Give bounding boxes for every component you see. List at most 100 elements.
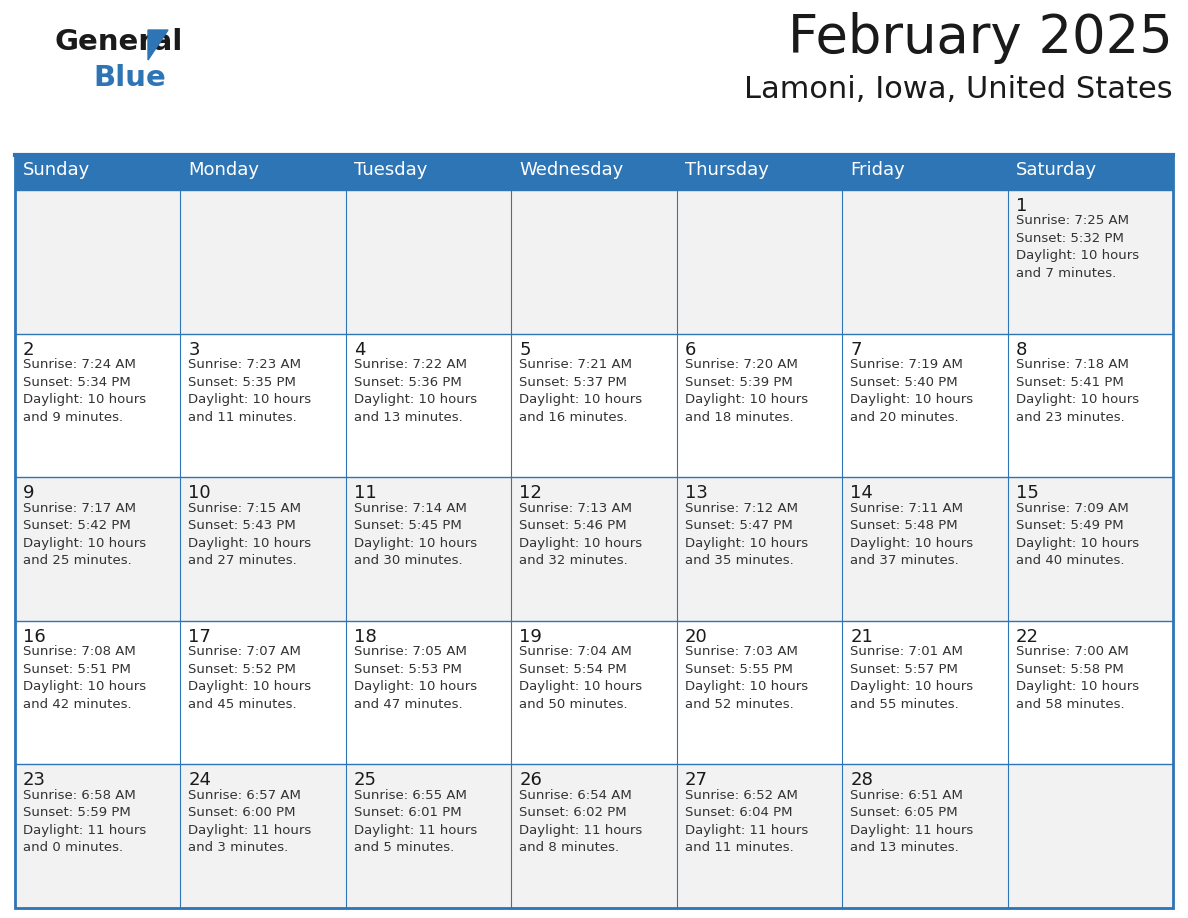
Text: Sunset: 5:52 PM: Sunset: 5:52 PM	[189, 663, 296, 676]
Bar	[1007, 333, 1173, 477]
Text: Daylight: 11 hours: Daylight: 11 hours	[354, 823, 478, 837]
Text: Daylight: 10 hours: Daylight: 10 hours	[519, 537, 643, 550]
Text: and 13 minutes.: and 13 minutes.	[354, 410, 462, 423]
Text: 22: 22	[1016, 628, 1038, 645]
Text: Daylight: 10 hours: Daylight: 10 hours	[354, 680, 478, 693]
Text: Sunrise: 7:25 AM: Sunrise: 7:25 AM	[1016, 215, 1129, 228]
Bar	[511, 333, 677, 477]
Text: Sunrise: 7:01 AM: Sunrise: 7:01 AM	[851, 645, 963, 658]
Text: and 42 minutes.: and 42 minutes.	[23, 698, 132, 711]
Text: Daylight: 11 hours: Daylight: 11 hours	[519, 823, 643, 837]
Text: and 16 minutes.: and 16 minutes.	[519, 410, 628, 423]
Text: Daylight: 10 hours: Daylight: 10 hours	[354, 537, 478, 550]
Text: Tuesday: Tuesday	[354, 161, 428, 179]
Text: 9: 9	[23, 484, 34, 502]
Text: Daylight: 10 hours: Daylight: 10 hours	[189, 393, 311, 406]
Bar	[1007, 621, 1173, 765]
Text: and 11 minutes.: and 11 minutes.	[189, 410, 297, 423]
Text: Daylight: 10 hours: Daylight: 10 hours	[1016, 537, 1138, 550]
Text: 3: 3	[189, 341, 200, 359]
Bar	[842, 155, 1007, 190]
Text: and 58 minutes.: and 58 minutes.	[1016, 698, 1124, 711]
Text: 19: 19	[519, 628, 542, 645]
Text: Daylight: 10 hours: Daylight: 10 hours	[1016, 680, 1138, 693]
Text: Sunrise: 7:13 AM: Sunrise: 7:13 AM	[519, 502, 632, 515]
Text: 26: 26	[519, 771, 542, 789]
Bar	[677, 477, 842, 621]
Text: 24: 24	[189, 771, 211, 789]
Text: Sunset: 5:51 PM: Sunset: 5:51 PM	[23, 663, 131, 676]
Text: 2: 2	[23, 341, 34, 359]
Text: 16: 16	[23, 628, 46, 645]
Text: February 2025: February 2025	[789, 12, 1173, 64]
Text: Sunrise: 7:08 AM: Sunrise: 7:08 AM	[23, 645, 135, 658]
Text: Daylight: 10 hours: Daylight: 10 hours	[519, 680, 643, 693]
Text: Daylight: 10 hours: Daylight: 10 hours	[684, 680, 808, 693]
Text: Sunset: 6:02 PM: Sunset: 6:02 PM	[519, 806, 627, 820]
Text: and 45 minutes.: and 45 minutes.	[189, 698, 297, 711]
Text: Daylight: 10 hours: Daylight: 10 hours	[1016, 393, 1138, 406]
Bar	[842, 621, 1007, 765]
Text: and 30 minutes.: and 30 minutes.	[354, 554, 462, 567]
Text: Sunrise: 7:24 AM: Sunrise: 7:24 AM	[23, 358, 135, 371]
Text: 23: 23	[23, 771, 46, 789]
Text: Daylight: 10 hours: Daylight: 10 hours	[23, 680, 146, 693]
Text: and 0 minutes.: and 0 minutes.	[23, 842, 124, 855]
Bar	[15, 155, 181, 190]
Bar	[511, 155, 677, 190]
Text: and 13 minutes.: and 13 minutes.	[851, 842, 959, 855]
Text: Sunset: 5:49 PM: Sunset: 5:49 PM	[1016, 520, 1123, 532]
Bar	[511, 621, 677, 765]
Text: 28: 28	[851, 771, 873, 789]
Text: 8: 8	[1016, 341, 1026, 359]
Text: Sunrise: 7:18 AM: Sunrise: 7:18 AM	[1016, 358, 1129, 371]
Text: Lamoni, Iowa, United States: Lamoni, Iowa, United States	[745, 75, 1173, 104]
Text: and 18 minutes.: and 18 minutes.	[684, 410, 794, 423]
Text: Daylight: 10 hours: Daylight: 10 hours	[23, 393, 146, 406]
Text: and 9 minutes.: and 9 minutes.	[23, 410, 124, 423]
Text: Sunset: 5:48 PM: Sunset: 5:48 PM	[851, 520, 958, 532]
Text: Sunrise: 7:05 AM: Sunrise: 7:05 AM	[354, 645, 467, 658]
Text: Sunrise: 6:52 AM: Sunrise: 6:52 AM	[684, 789, 797, 802]
Text: Sunset: 5:35 PM: Sunset: 5:35 PM	[189, 375, 296, 388]
Text: Sunrise: 7:07 AM: Sunrise: 7:07 AM	[189, 645, 302, 658]
Text: Sunset: 6:05 PM: Sunset: 6:05 PM	[851, 806, 958, 820]
Bar	[15, 155, 1173, 908]
Bar	[1007, 155, 1173, 190]
Text: and 20 minutes.: and 20 minutes.	[851, 410, 959, 423]
Text: 15: 15	[1016, 484, 1038, 502]
Bar	[677, 621, 842, 765]
Text: Thursday: Thursday	[684, 161, 769, 179]
Text: Sunrise: 6:54 AM: Sunrise: 6:54 AM	[519, 789, 632, 802]
Text: Sunrise: 7:04 AM: Sunrise: 7:04 AM	[519, 645, 632, 658]
Text: Daylight: 10 hours: Daylight: 10 hours	[684, 537, 808, 550]
Text: Daylight: 11 hours: Daylight: 11 hours	[851, 823, 973, 837]
Text: 11: 11	[354, 484, 377, 502]
Text: Daylight: 11 hours: Daylight: 11 hours	[684, 823, 808, 837]
Bar	[346, 621, 511, 765]
Text: and 27 minutes.: and 27 minutes.	[189, 554, 297, 567]
Bar	[842, 477, 1007, 621]
Text: General: General	[55, 28, 183, 56]
Text: and 35 minutes.: and 35 minutes.	[684, 554, 794, 567]
Text: 10: 10	[189, 484, 211, 502]
Text: Daylight: 10 hours: Daylight: 10 hours	[354, 393, 478, 406]
Text: and 55 minutes.: and 55 minutes.	[851, 698, 959, 711]
Text: and 8 minutes.: and 8 minutes.	[519, 842, 619, 855]
Text: Sunset: 5:39 PM: Sunset: 5:39 PM	[684, 375, 792, 388]
Text: Sunset: 6:01 PM: Sunset: 6:01 PM	[354, 806, 461, 820]
Bar	[15, 190, 181, 333]
Bar	[181, 190, 346, 333]
Polygon shape	[148, 30, 168, 60]
Text: and 32 minutes.: and 32 minutes.	[519, 554, 628, 567]
Text: 25: 25	[354, 771, 377, 789]
Text: Monday: Monday	[189, 161, 259, 179]
Text: Daylight: 11 hours: Daylight: 11 hours	[23, 823, 146, 837]
Text: Sunrise: 6:55 AM: Sunrise: 6:55 AM	[354, 789, 467, 802]
Text: Sunrise: 6:51 AM: Sunrise: 6:51 AM	[851, 789, 963, 802]
Bar	[1007, 765, 1173, 908]
Bar	[842, 765, 1007, 908]
Text: Sunrise: 7:03 AM: Sunrise: 7:03 AM	[684, 645, 797, 658]
Text: Sunrise: 7:14 AM: Sunrise: 7:14 AM	[354, 502, 467, 515]
Text: Sunset: 5:36 PM: Sunset: 5:36 PM	[354, 375, 462, 388]
